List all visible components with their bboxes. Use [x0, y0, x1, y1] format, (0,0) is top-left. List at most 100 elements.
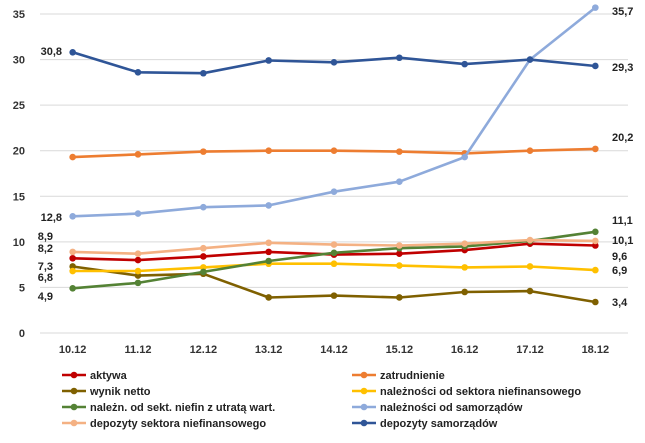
- legend-marker: [360, 419, 368, 427]
- series-7-point: [526, 56, 534, 63]
- series-2-point: [461, 288, 468, 296]
- series-6-point: [592, 237, 599, 245]
- legend-item-6: depozyty sektora niefinansowego: [62, 418, 266, 430]
- y-axis-ticks: 0 5 10 15 20 25 30 35: [13, 9, 25, 340]
- x-tick-label: 15.12: [386, 344, 414, 356]
- series-7-point: [134, 69, 142, 76]
- series-3-point: [330, 260, 338, 268]
- series-6-point: [200, 244, 207, 252]
- series-3-point: [396, 262, 403, 269]
- series-2-point: [526, 287, 534, 295]
- series-3-point: [69, 267, 76, 275]
- series-1-point: [69, 153, 76, 161]
- y-tick-label: 5: [19, 282, 25, 294]
- series-5-point: [396, 178, 403, 186]
- legend: aktywa zatrudnienie wynik netto należności …: [62, 370, 581, 430]
- series-2-point: [592, 298, 599, 306]
- series-7-point: [69, 48, 76, 56]
- data-label-left-dep-nf: 8,9: [38, 231, 53, 243]
- series-7-point: [265, 57, 272, 64]
- series-6-point: [461, 240, 468, 247]
- legend-item-7: depozyty samorządów: [352, 418, 498, 430]
- series-2-point: [134, 272, 142, 279]
- x-tick-label: 13.12: [255, 344, 283, 356]
- legend-item-3: należności od sektora niefinansowego: [352, 386, 581, 398]
- legend-marker: [70, 419, 78, 427]
- series-1-point: [200, 148, 207, 155]
- legend-marker: [360, 371, 368, 379]
- x-tick-label: 16.12: [451, 344, 479, 356]
- series-3-point: [134, 267, 142, 275]
- legend-marker: [70, 371, 78, 379]
- series-1-point: [265, 147, 272, 155]
- series-4-point: [265, 257, 272, 265]
- legend-label: wynik netto: [89, 386, 151, 398]
- data-labels: 30,8 12,8 8,98,2 7,36,8 4,9 35,7 29,3 20,2 11,1 1…: [38, 6, 634, 309]
- y-tick-label: 25: [13, 100, 25, 112]
- legend-label: należn. od sekt. niefin z utratą wart.: [90, 402, 275, 414]
- series-2-point: [330, 292, 338, 299]
- series-6-point: [134, 250, 142, 258]
- series-4-point: [69, 285, 76, 292]
- x-tick-label: 14.12: [320, 344, 348, 356]
- series-2-point: [265, 294, 272, 301]
- data-label-left-sam: 12,8: [41, 212, 62, 224]
- series-5-point: [330, 188, 338, 196]
- series-3-point: [592, 266, 599, 274]
- x-tick-label: 11.12: [125, 344, 152, 356]
- series-lines: [69, 4, 599, 306]
- data-label-right-sam: 35,7: [612, 6, 633, 18]
- series-3-point: [526, 263, 534, 270]
- legend-marker: [70, 387, 78, 395]
- series-7-point: [461, 60, 468, 68]
- series-7-point: [396, 54, 403, 62]
- legend-label: należności od sektora niefinansowego: [380, 386, 581, 398]
- data-label-right-nal: 6,9: [612, 265, 627, 277]
- series-0-point: [396, 250, 403, 258]
- legend-label: depozyty samorządów: [380, 418, 498, 430]
- series-0-point: [200, 253, 207, 260]
- series-0-point: [134, 256, 142, 264]
- data-label-right-zatr: 20,2: [612, 132, 633, 144]
- legend-item-2: wynik netto: [62, 386, 151, 398]
- series-5-line: [71, 6, 597, 218]
- y-tick-label: 35: [13, 9, 25, 21]
- data-label-left-wyn: 7,3: [38, 261, 53, 273]
- series-6-point: [265, 239, 272, 247]
- x-tick-label: 17.12: [516, 344, 544, 356]
- y-tick-label: 15: [13, 191, 25, 203]
- series-1-point: [134, 151, 142, 158]
- x-tick-label: 12.12: [190, 344, 218, 356]
- series-4-point: [592, 228, 599, 236]
- series-5-point: [200, 203, 207, 211]
- legend-label: należności od samorządów: [380, 402, 523, 414]
- legend-item-1: zatrudnienie: [352, 370, 445, 382]
- series-0-point: [265, 248, 272, 256]
- series-1-point: [592, 145, 599, 153]
- data-label-right-akt: 9,6: [612, 251, 627, 263]
- series-2-point: [69, 263, 76, 270]
- series-5-point: [69, 213, 76, 220]
- series-0-point: [69, 254, 76, 262]
- series-4-point: [134, 279, 142, 287]
- series-5-point: [134, 210, 142, 217]
- series-6-point: [396, 242, 403, 249]
- legend-marker: [70, 403, 78, 411]
- legend-item-0: aktywa: [62, 370, 128, 382]
- series-3-point: [200, 264, 207, 271]
- x-axis-ticks: 10.12 11.12 12.12 13.12 14.12 15.12 16.12 17.12…: [59, 344, 609, 356]
- data-label-right-dep-nf: 10,1: [612, 235, 633, 247]
- data-label-left-dep-sam: 30,8: [41, 46, 62, 58]
- data-label-left-akt: 8,2: [38, 243, 53, 255]
- series-4-point: [330, 249, 338, 257]
- data-label-left-nal: 6,8: [38, 272, 53, 284]
- series-6-point: [526, 236, 534, 244]
- legend-label: zatrudnienie: [380, 370, 445, 382]
- data-label-right-utr: 11,1: [612, 215, 633, 227]
- data-label-left-utr: 4,9: [38, 291, 53, 303]
- series-7-point: [592, 62, 599, 70]
- series-1-point: [526, 147, 534, 155]
- y-tick-label: 10: [13, 237, 25, 249]
- series-4-point: [200, 268, 207, 276]
